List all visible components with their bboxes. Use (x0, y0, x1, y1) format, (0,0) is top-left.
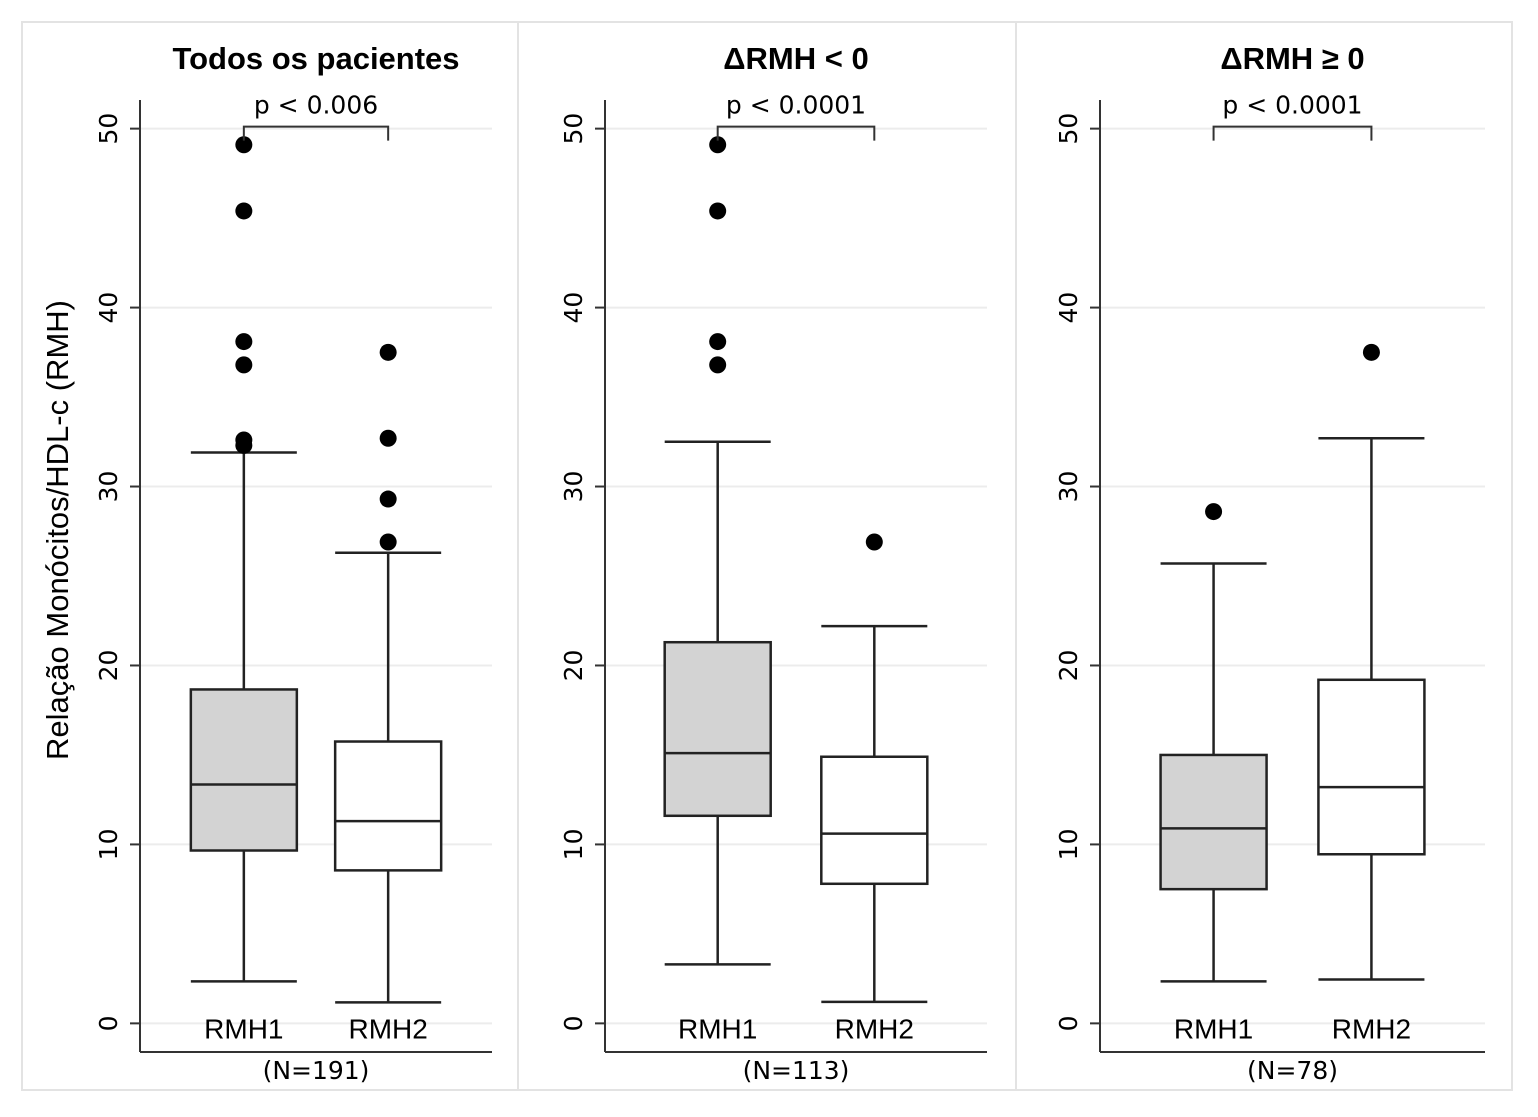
box (189, 688, 299, 852)
y-axis-label: Relação Monócitos/HDL-c (RMH) (40, 300, 75, 760)
y-tick-label: 0 (1054, 1015, 1083, 1031)
y-tick-label: 10 (559, 829, 588, 861)
significance-bracket (1212, 125, 1373, 141)
y-tick-label: 30 (94, 471, 123, 503)
outlier (709, 202, 727, 220)
outlier (235, 356, 253, 374)
panel-title: ΔRMH ≥ 0 (1220, 41, 1364, 76)
n-label: (N=78) (1247, 1056, 1338, 1085)
outlier (379, 343, 397, 361)
y-tick-label: 20 (559, 650, 588, 682)
outlier (1362, 343, 1380, 361)
n-label: (N=113) (743, 1056, 850, 1085)
n-label: (N=191) (263, 1056, 370, 1085)
y-tick-label: 0 (94, 1015, 123, 1031)
outlier (235, 202, 253, 220)
y-tick-label: 40 (559, 292, 588, 324)
y-tick-label: 10 (1054, 829, 1083, 861)
outlier (235, 136, 253, 154)
outlier (709, 333, 727, 351)
x-tick-label: RMH2 (1332, 1013, 1411, 1044)
x-tick-label: RMH2 (835, 1013, 914, 1044)
significance-bracket (242, 125, 390, 141)
box (1317, 678, 1426, 856)
p-value: p < 0.0001 (726, 91, 866, 120)
outlier (379, 429, 397, 447)
box (333, 740, 443, 872)
x-tick-label: RMH1 (204, 1013, 283, 1044)
y-tick-label: 50 (1054, 113, 1083, 145)
p-value: p < 0.006 (254, 91, 378, 120)
x-tick-label: RMH2 (348, 1013, 427, 1044)
panel-title: Todos os pacientes (172, 41, 459, 76)
y-tick-label: 20 (94, 650, 123, 682)
frame (21, 21, 1513, 1091)
outlier (235, 333, 253, 351)
x-tick-label: RMH1 (1174, 1013, 1253, 1044)
outlier (709, 356, 727, 374)
y-tick-label: 30 (1054, 471, 1083, 503)
box (1159, 753, 1268, 891)
y-tick-label: 20 (1054, 650, 1083, 682)
y-tick-label: 30 (559, 471, 588, 503)
outlier (379, 490, 397, 508)
y-tick-label: 40 (1054, 292, 1083, 324)
outlier (379, 533, 397, 551)
y-tick-label: 50 (559, 113, 588, 145)
significance-bracket (716, 125, 876, 141)
x-tick-label: RMH1 (678, 1013, 757, 1044)
y-tick-label: 40 (94, 292, 123, 324)
outlier (235, 436, 253, 454)
y-tick-label: 50 (94, 113, 123, 145)
p-value: p < 0.0001 (1222, 91, 1362, 120)
panel-title: ΔRMH < 0 (723, 41, 868, 76)
y-tick-label: 10 (94, 829, 123, 861)
box (663, 640, 772, 818)
box (820, 755, 929, 886)
outlier (709, 136, 727, 154)
outlier (865, 533, 883, 551)
y-tick-label: 0 (559, 1015, 588, 1031)
outlier (1205, 503, 1223, 521)
